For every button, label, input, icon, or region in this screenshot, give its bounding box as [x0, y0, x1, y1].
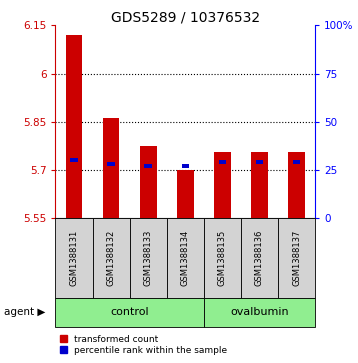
Bar [140, 146, 156, 218]
Bar [70, 158, 78, 162]
Bar [204, 298, 315, 327]
Bar [256, 160, 263, 164]
Bar [204, 218, 241, 298]
Text: GSM1388133: GSM1388133 [144, 229, 153, 286]
Bar [288, 152, 305, 218]
Bar [107, 162, 115, 166]
Bar [103, 118, 120, 218]
Text: GSM1388134: GSM1388134 [181, 230, 190, 286]
Text: ovalbumin: ovalbumin [230, 307, 289, 317]
Text: GSM1388132: GSM1388132 [107, 230, 116, 286]
Bar [278, 218, 315, 298]
Bar [167, 218, 204, 298]
Text: GSM1388136: GSM1388136 [255, 229, 264, 286]
Text: GSM1388137: GSM1388137 [292, 229, 301, 286]
Bar [130, 218, 167, 298]
Bar [55, 298, 204, 327]
Bar [177, 170, 194, 218]
Text: GSM1388131: GSM1388131 [69, 230, 78, 286]
Bar [241, 218, 278, 298]
Title: GDS5289 / 10376532: GDS5289 / 10376532 [111, 10, 260, 24]
Bar [182, 164, 189, 168]
Bar [214, 152, 231, 218]
Text: control: control [110, 307, 149, 317]
Bar [55, 218, 93, 298]
Bar [93, 218, 130, 298]
Bar [66, 35, 82, 218]
Bar [219, 160, 226, 164]
Bar [293, 160, 300, 164]
Text: agent ▶: agent ▶ [4, 307, 45, 317]
Bar [251, 152, 268, 218]
Legend: transformed count, percentile rank within the sample: transformed count, percentile rank withi… [60, 335, 228, 355]
Bar [144, 164, 152, 168]
Text: GSM1388135: GSM1388135 [218, 230, 227, 286]
